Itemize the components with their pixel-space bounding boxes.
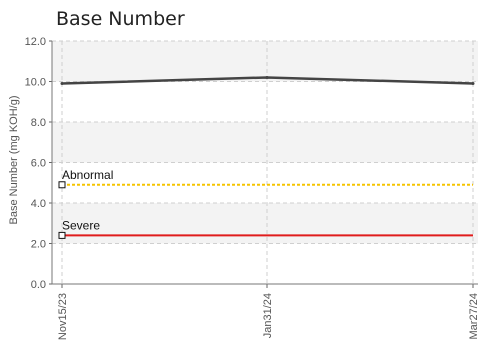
y-tick-labels: 0.0 2.0 4.0 6.0 8.0 10.0 12.0 <box>25 36 46 291</box>
y-tick-label: 6.0 <box>31 158 46 170</box>
threshold-lines: Abnormal Severe <box>58 168 473 239</box>
series-lines <box>60 75 475 86</box>
y-tick-label: 12.0 <box>25 36 46 48</box>
data-point <box>60 82 64 86</box>
chart-title: Base Number <box>56 8 185 30</box>
x-tick-labels: Nov15/23 Jan31/24 Mar27/24 <box>57 293 480 340</box>
axes <box>49 40 478 288</box>
background-bands <box>52 41 478 244</box>
background-band <box>52 122 478 163</box>
y-tick-label: 0.0 <box>31 279 46 291</box>
threshold-label: Severe <box>62 218 100 232</box>
y-axis-label: Base Number (mg KOH/g) <box>8 96 20 225</box>
threshold-marker <box>58 231 66 239</box>
y-tick-label: 8.0 <box>31 117 46 129</box>
background-band <box>52 41 478 82</box>
threshold-label: Abnormal <box>62 168 113 182</box>
y-tick-label: 2.0 <box>31 239 46 251</box>
y-tick-label: 10.0 <box>25 77 46 89</box>
y-tick-label: 4.0 <box>31 198 46 210</box>
x-tick-label: Jan31/24 <box>262 293 274 338</box>
x-tick-label: Nov15/23 <box>57 293 69 340</box>
background-band <box>52 203 478 244</box>
x-tick-label: Mar27/24 <box>468 293 480 339</box>
data-point <box>471 82 475 86</box>
data-point <box>265 75 269 79</box>
threshold-marker <box>58 181 66 189</box>
